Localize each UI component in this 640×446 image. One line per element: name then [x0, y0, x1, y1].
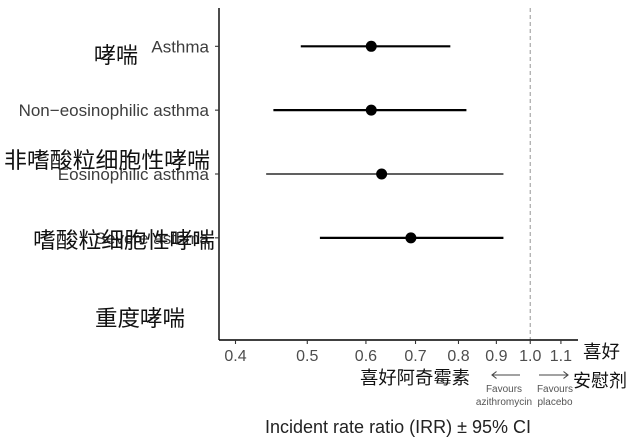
estimate-point	[376, 168, 388, 180]
y-tick-label: Non−eosinophilic asthma	[19, 101, 210, 120]
x-tick-label: 0.8	[447, 348, 469, 365]
placebo-zh-label: 安慰剂	[573, 371, 627, 392]
forest-row	[319, 232, 504, 244]
estimate-point	[405, 232, 417, 244]
favours-azithromycin-line2: azithromycin	[476, 397, 532, 408]
forest-row	[300, 40, 451, 52]
favours-azithromycin-zh-label: 喜好阿奇霉素	[360, 368, 470, 389]
favours-placebo-line1: Favours	[537, 384, 573, 395]
estimate-point	[365, 104, 377, 116]
arrow-right-icon	[539, 371, 569, 379]
y-tick-label: Eosinophilic asthma	[58, 165, 210, 184]
x-axis: 0.4 0.5 0.6 0.7 0.8 0.9 1.0 1.1	[219, 339, 578, 365]
forest-row	[273, 104, 467, 116]
arrow-left-icon	[491, 371, 520, 379]
x-tick-label: 0.9	[485, 348, 507, 365]
x-axis-title: Incident rate ratio (IRR) ± 95% CI	[265, 417, 531, 437]
x-tick-label: 1.1	[550, 348, 572, 365]
y-label-zh-eosinophilic: 嗜酸粒细胞性哮喘	[33, 229, 215, 254]
x-tick-label: 1.0	[519, 348, 541, 365]
favours-placebo-line2: placebo	[537, 397, 572, 408]
y-label-zh-severe: 重度哮喘	[95, 307, 185, 332]
forest-row	[266, 168, 504, 180]
favours-annotation: 喜好 喜好阿奇霉素 安慰剂 Favours azithromycin Favou…	[360, 342, 627, 408]
favours-zh-label: 喜好	[583, 342, 620, 363]
y-tick-label: Severe asthma	[95, 229, 210, 248]
y-tick-label: Asthma	[151, 37, 209, 56]
x-tick-label: 0.6	[355, 348, 377, 365]
x-tick-label: 0.5	[296, 348, 318, 365]
estimate-point	[365, 40, 377, 52]
forest-rows	[266, 40, 504, 244]
x-tick-label: 0.4	[224, 348, 246, 365]
y-axis: Asthma Non−eosinophilic asthma Eosinophili…	[19, 8, 220, 340]
y-labels-zh: 哮喘 非嗜酸粒细胞性哮喘 嗜酸粒细胞性哮喘 重度哮喘	[4, 44, 215, 332]
x-tick-label: 0.7	[404, 348, 426, 365]
y-label-zh-asthma: 哮喘	[94, 44, 138, 69]
y-label-zh-non-eosinophilic: 非嗜酸粒细胞性哮喘	[4, 149, 210, 174]
favours-azithromycin-line1: Favours	[486, 384, 522, 395]
